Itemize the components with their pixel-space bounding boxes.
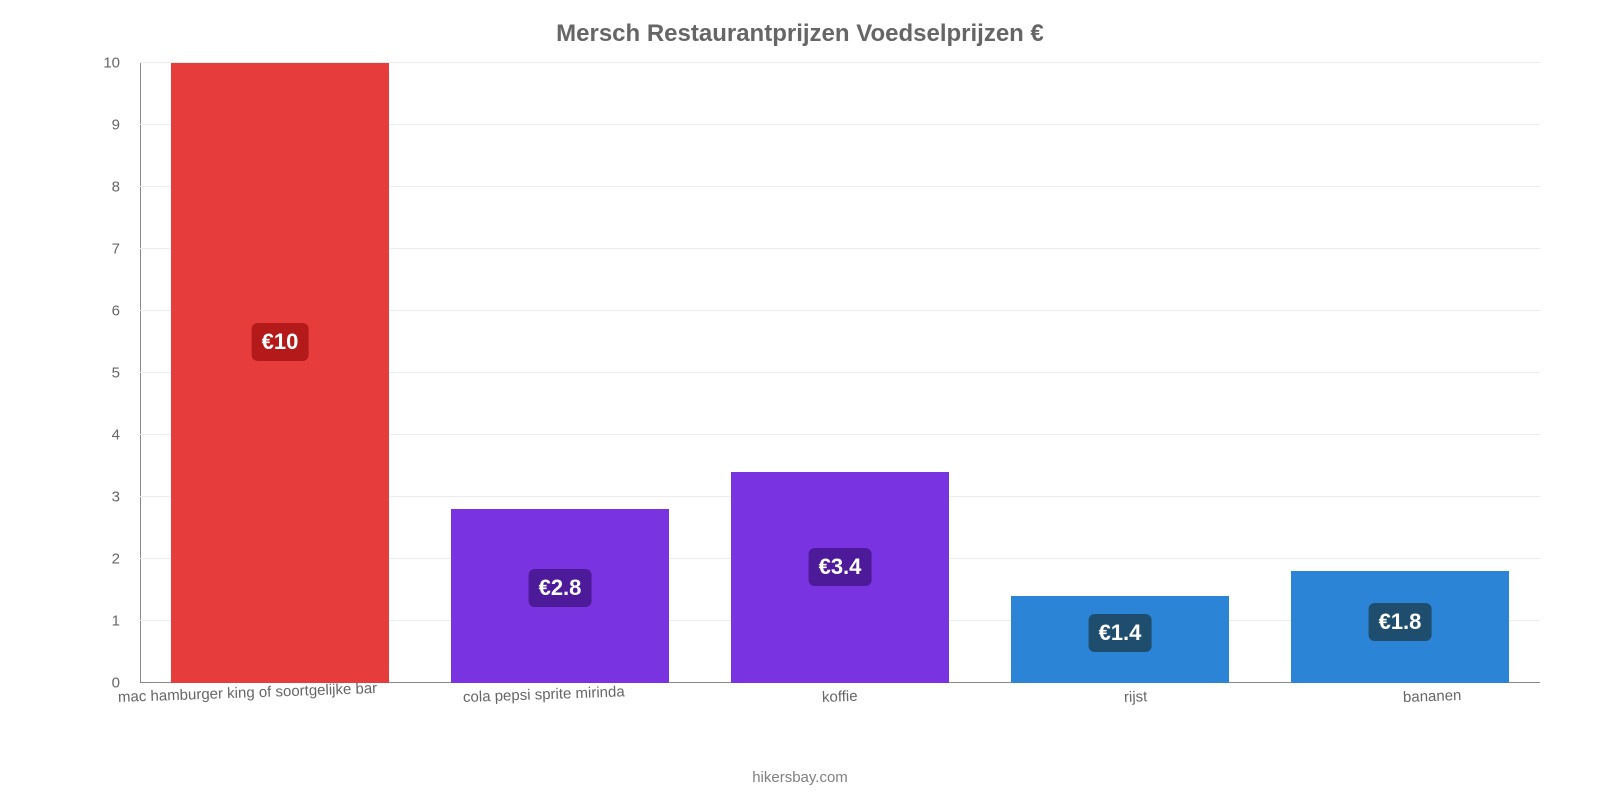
bar-value-label: €1.4	[1089, 614, 1152, 652]
bar-slot: €3.4	[700, 63, 980, 683]
x-axis-label: cola pepsi sprite mirinda	[396, 689, 692, 706]
bar-slot: €1.8	[1260, 63, 1540, 683]
y-tick: 8	[112, 179, 120, 196]
x-axis-label: mac hamburger king of soortgelijke bar	[100, 689, 396, 706]
x-axis-labels: mac hamburger king of soortgelijke barco…	[100, 689, 1580, 706]
plot-area: 012345678910 €10€2.8€3.4€1.4€1.8	[40, 63, 1560, 683]
bars-container: €10 €2.8 €3.4 €1.4 €1.8	[140, 63, 1540, 683]
x-axis-label: bananen	[1284, 689, 1580, 706]
y-tick: 5	[112, 365, 120, 382]
y-tick: 1	[112, 613, 120, 630]
y-axis: 012345678910	[40, 63, 130, 683]
y-tick: 7	[112, 241, 120, 258]
bar	[171, 63, 389, 683]
bar-slot: €10	[140, 63, 420, 683]
bar-value-label: €3.4	[809, 548, 872, 586]
y-tick: 9	[112, 117, 120, 134]
bar-value-label: €1.8	[1369, 603, 1432, 641]
y-tick: 4	[112, 427, 120, 444]
attribution-text: hikersbay.com	[0, 769, 1600, 786]
y-tick: 3	[112, 489, 120, 506]
bar-value-label: €2.8	[529, 569, 592, 607]
bar-slot: €2.8	[420, 63, 700, 683]
bar-value-label: €10	[252, 323, 309, 361]
price-bar-chart: Mersch Restaurantprijzen Voedselprijzen …	[0, 0, 1600, 800]
x-axis-label: koffie	[692, 689, 988, 706]
bar-slot: €1.4	[980, 63, 1260, 683]
y-tick: 10	[103, 55, 120, 72]
x-axis-label: rijst	[988, 689, 1284, 706]
y-tick: 6	[112, 303, 120, 320]
chart-title: Mersch Restaurantprijzen Voedselprijzen …	[40, 20, 1560, 48]
y-tick: 2	[112, 551, 120, 568]
